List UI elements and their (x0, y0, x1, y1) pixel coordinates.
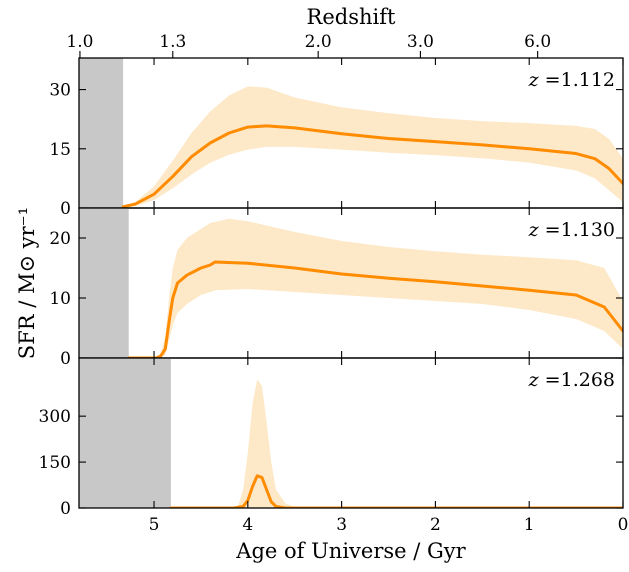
annotation-z-symbol: z (528, 369, 540, 391)
median-sfr-line (169, 474, 623, 508)
annotation-z-value: =1.112 (539, 69, 615, 91)
top-tick-label: 1.3 (159, 32, 186, 52)
y-tick-label: 300 (39, 407, 71, 427)
panel-1: 0 15 30 z =1.112 (49, 57, 624, 219)
x-axis-label: Age of Universe / Gyr (235, 539, 466, 563)
annotation-z-symbol: z (528, 69, 540, 91)
annotation-z-symbol: z (528, 219, 540, 241)
median-sfr-line (121, 124, 623, 208)
annotation-z-value: =1.130 (539, 219, 615, 241)
panel-plot-area (79, 58, 623, 208)
panel-2: 0 10 20 z =1.130 (49, 207, 624, 369)
panels-group: 0 15 30 z =1.112 0 10 20 z =1.130 0 150 300 z =1.26… (39, 57, 624, 519)
shaded-region (79, 208, 129, 358)
y-tick-label: 0 (60, 499, 71, 519)
redshift-annotation: z =1.112 (528, 69, 615, 91)
top-tick-label: 2.0 (305, 32, 332, 52)
top-redshift-axis: 1.0 1.3 2.0 3.0 6.0 (66, 32, 551, 58)
panel-frame (78, 357, 624, 509)
y-axis-label: SFR / M⊙ yr⁻¹ (15, 207, 39, 359)
y-tick-label: 20 (49, 229, 71, 249)
panel-3: 0 150 300 z =1.268 (39, 357, 624, 519)
x-tick-label: 5 (149, 515, 160, 535)
y-tick-label: 150 (39, 453, 71, 473)
confidence-band (128, 218, 623, 358)
shaded-region (79, 358, 171, 508)
top-tick-label: 3.0 (407, 32, 434, 52)
median-sfr-line (127, 260, 623, 358)
panel-plot-area (79, 208, 623, 358)
y-tick-label: 10 (49, 289, 71, 309)
bottom-age-axis: 5 4 3 2 1 0 (149, 515, 629, 535)
panel-plot-area (79, 358, 623, 508)
confidence-band (123, 86, 623, 208)
top-tick-label: 6.0 (524, 32, 551, 52)
top-axis-label: Redshift (307, 5, 396, 29)
y-tick-label: 0 (60, 199, 71, 219)
y-tick-label: 0 (60, 349, 71, 369)
x-tick-label: 4 (242, 515, 253, 535)
y-tick-label: 30 (49, 81, 71, 101)
x-tick-label: 3 (336, 515, 347, 535)
redshift-annotation: z =1.268 (528, 369, 615, 391)
shaded-region (79, 58, 124, 208)
y-tick-label: 15 (49, 140, 71, 160)
top-tick-label: 1.0 (66, 32, 93, 52)
redshift-annotation: z =1.130 (528, 219, 615, 241)
annotation-z-value: =1.268 (539, 369, 615, 391)
x-tick-label: 1 (524, 515, 535, 535)
x-tick-label: 0 (618, 515, 629, 535)
confidence-band (170, 379, 623, 508)
x-tick-label: 2 (430, 515, 441, 535)
